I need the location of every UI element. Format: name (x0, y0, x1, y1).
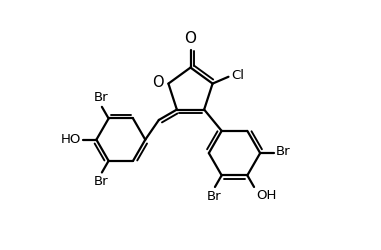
Text: OH: OH (256, 189, 276, 202)
Text: Br: Br (93, 176, 108, 188)
Text: Br: Br (207, 190, 221, 203)
Text: Cl: Cl (231, 69, 244, 82)
Text: Br: Br (93, 91, 108, 104)
Text: Br: Br (275, 145, 290, 158)
Text: HO: HO (61, 133, 81, 146)
Text: O: O (152, 75, 164, 90)
Text: O: O (184, 31, 197, 46)
